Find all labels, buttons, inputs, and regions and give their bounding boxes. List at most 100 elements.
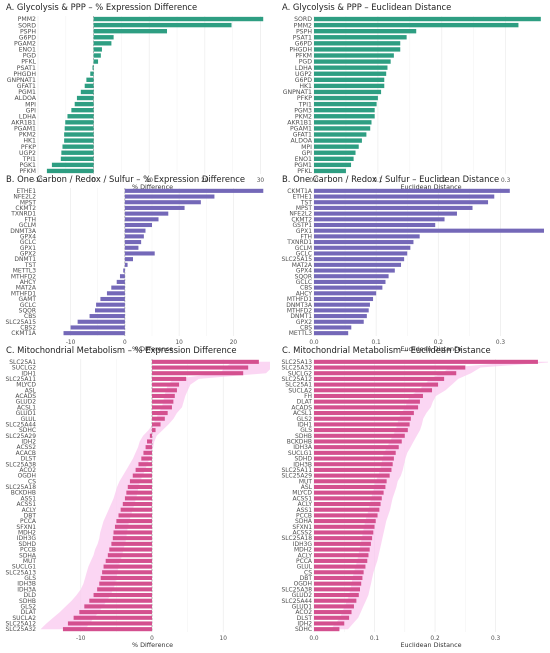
category-label: IDH1 (21, 370, 36, 377)
category-label: SUCLA2 (288, 387, 312, 394)
bar (95, 308, 125, 313)
category-label: DLAT (297, 399, 313, 406)
bar (106, 291, 125, 296)
category-label: MTHFD2 (11, 273, 36, 280)
bar (314, 382, 439, 387)
category-label: GCLM (295, 245, 312, 252)
category-label: METTL3 (289, 330, 312, 337)
category-label: CKMT2 (291, 216, 312, 223)
bar (314, 132, 367, 137)
bar (80, 89, 94, 95)
category-label: ETHE1 (293, 194, 313, 201)
category-label: SLC25A32 (5, 626, 36, 633)
category-label: SQOR (295, 273, 312, 280)
bar (64, 132, 94, 137)
category-label: ETHE1 (17, 188, 37, 195)
bar (126, 490, 152, 495)
category-label: ACSL1 (293, 410, 312, 417)
bar (314, 234, 420, 239)
category-label: GLUD1 (292, 603, 313, 610)
bar (67, 621, 152, 626)
category-label: OGDH (294, 581, 312, 588)
bar (314, 587, 360, 592)
bar (92, 65, 94, 70)
bar (314, 95, 378, 101)
category-label: ALDOA (291, 138, 313, 145)
tick-label: 0 (150, 636, 154, 642)
category-label: IDH3A (17, 586, 37, 593)
bar (116, 519, 152, 524)
tick-label: -10 (76, 636, 86, 642)
category-label: SLC25A15 (281, 256, 312, 263)
bar (314, 41, 401, 46)
category-label: CBS (24, 313, 36, 320)
bar (314, 308, 369, 313)
category-label: PGAM1 (290, 126, 312, 133)
bar (314, 592, 359, 598)
category-label: GCLC (20, 239, 36, 246)
category-label: OGDH (18, 473, 36, 480)
category-label: IDH2 (21, 439, 36, 446)
bar (124, 262, 128, 267)
bar (314, 257, 405, 262)
category-label: PFKP (297, 95, 312, 102)
category-label: METTL3 (13, 268, 36, 275)
category-label: SLC25A13 (5, 569, 36, 576)
bar (152, 428, 156, 433)
bar (89, 314, 125, 319)
category-label: MUT (23, 558, 37, 565)
bar (314, 200, 489, 205)
tick-label: 0.0 (309, 636, 319, 642)
category-label: GCLM (19, 222, 36, 229)
bar (63, 331, 125, 336)
bar (65, 120, 94, 125)
tick-label: 0.2 (437, 178, 447, 184)
category-label: GLUL (297, 564, 313, 571)
bar (97, 587, 152, 592)
category-label: SDHD (19, 541, 37, 548)
bar (99, 581, 152, 586)
category-label: ACLY (22, 507, 37, 514)
category-label: GCLC (20, 302, 36, 309)
bar (112, 536, 152, 541)
bar (129, 479, 152, 484)
tick-label: 0.3 (491, 636, 501, 642)
category-label: GNPNAT1 (283, 89, 312, 96)
category-label: SUCLG2 (12, 365, 36, 372)
bar (314, 405, 419, 410)
category-label: CS (304, 569, 312, 576)
xlabel-glyc-pct: % Difference (131, 183, 174, 191)
tick-label: 0 (92, 178, 96, 184)
bar (314, 564, 366, 569)
category-label: MAT2A (292, 262, 313, 269)
bar (314, 433, 405, 438)
tick-label: 20 (201, 178, 209, 184)
category-label: DNMT3A (10, 228, 37, 235)
category-label: PKM2 (295, 113, 312, 120)
uncertainty-band (40, 361, 270, 630)
bar (314, 536, 373, 541)
bar (93, 41, 112, 46)
bar (152, 399, 174, 404)
bar (314, 53, 394, 58)
bar (314, 615, 350, 620)
category-label: GNPNAT1 (7, 77, 36, 84)
category-label: PGK1 (19, 162, 36, 169)
category-label: TPI1 (22, 156, 36, 163)
category-label: GLS (300, 427, 312, 434)
category-label: PMM2 (294, 22, 312, 29)
category-label: IDH2 (297, 621, 312, 628)
category-label: DLST (297, 615, 313, 622)
category-label: SLC25A11 (5, 376, 36, 383)
category-label: ASL (301, 484, 313, 491)
bar (314, 240, 414, 245)
category-label: GSTP1 (293, 222, 313, 229)
category-label: G6PD (19, 34, 36, 41)
bar (314, 388, 433, 393)
category-label: GCLC (296, 279, 312, 286)
category-label: IDH3B (293, 461, 312, 468)
bar (62, 627, 152, 632)
bar (314, 496, 382, 501)
category-label: SDHB (19, 598, 36, 605)
bar (127, 484, 152, 490)
